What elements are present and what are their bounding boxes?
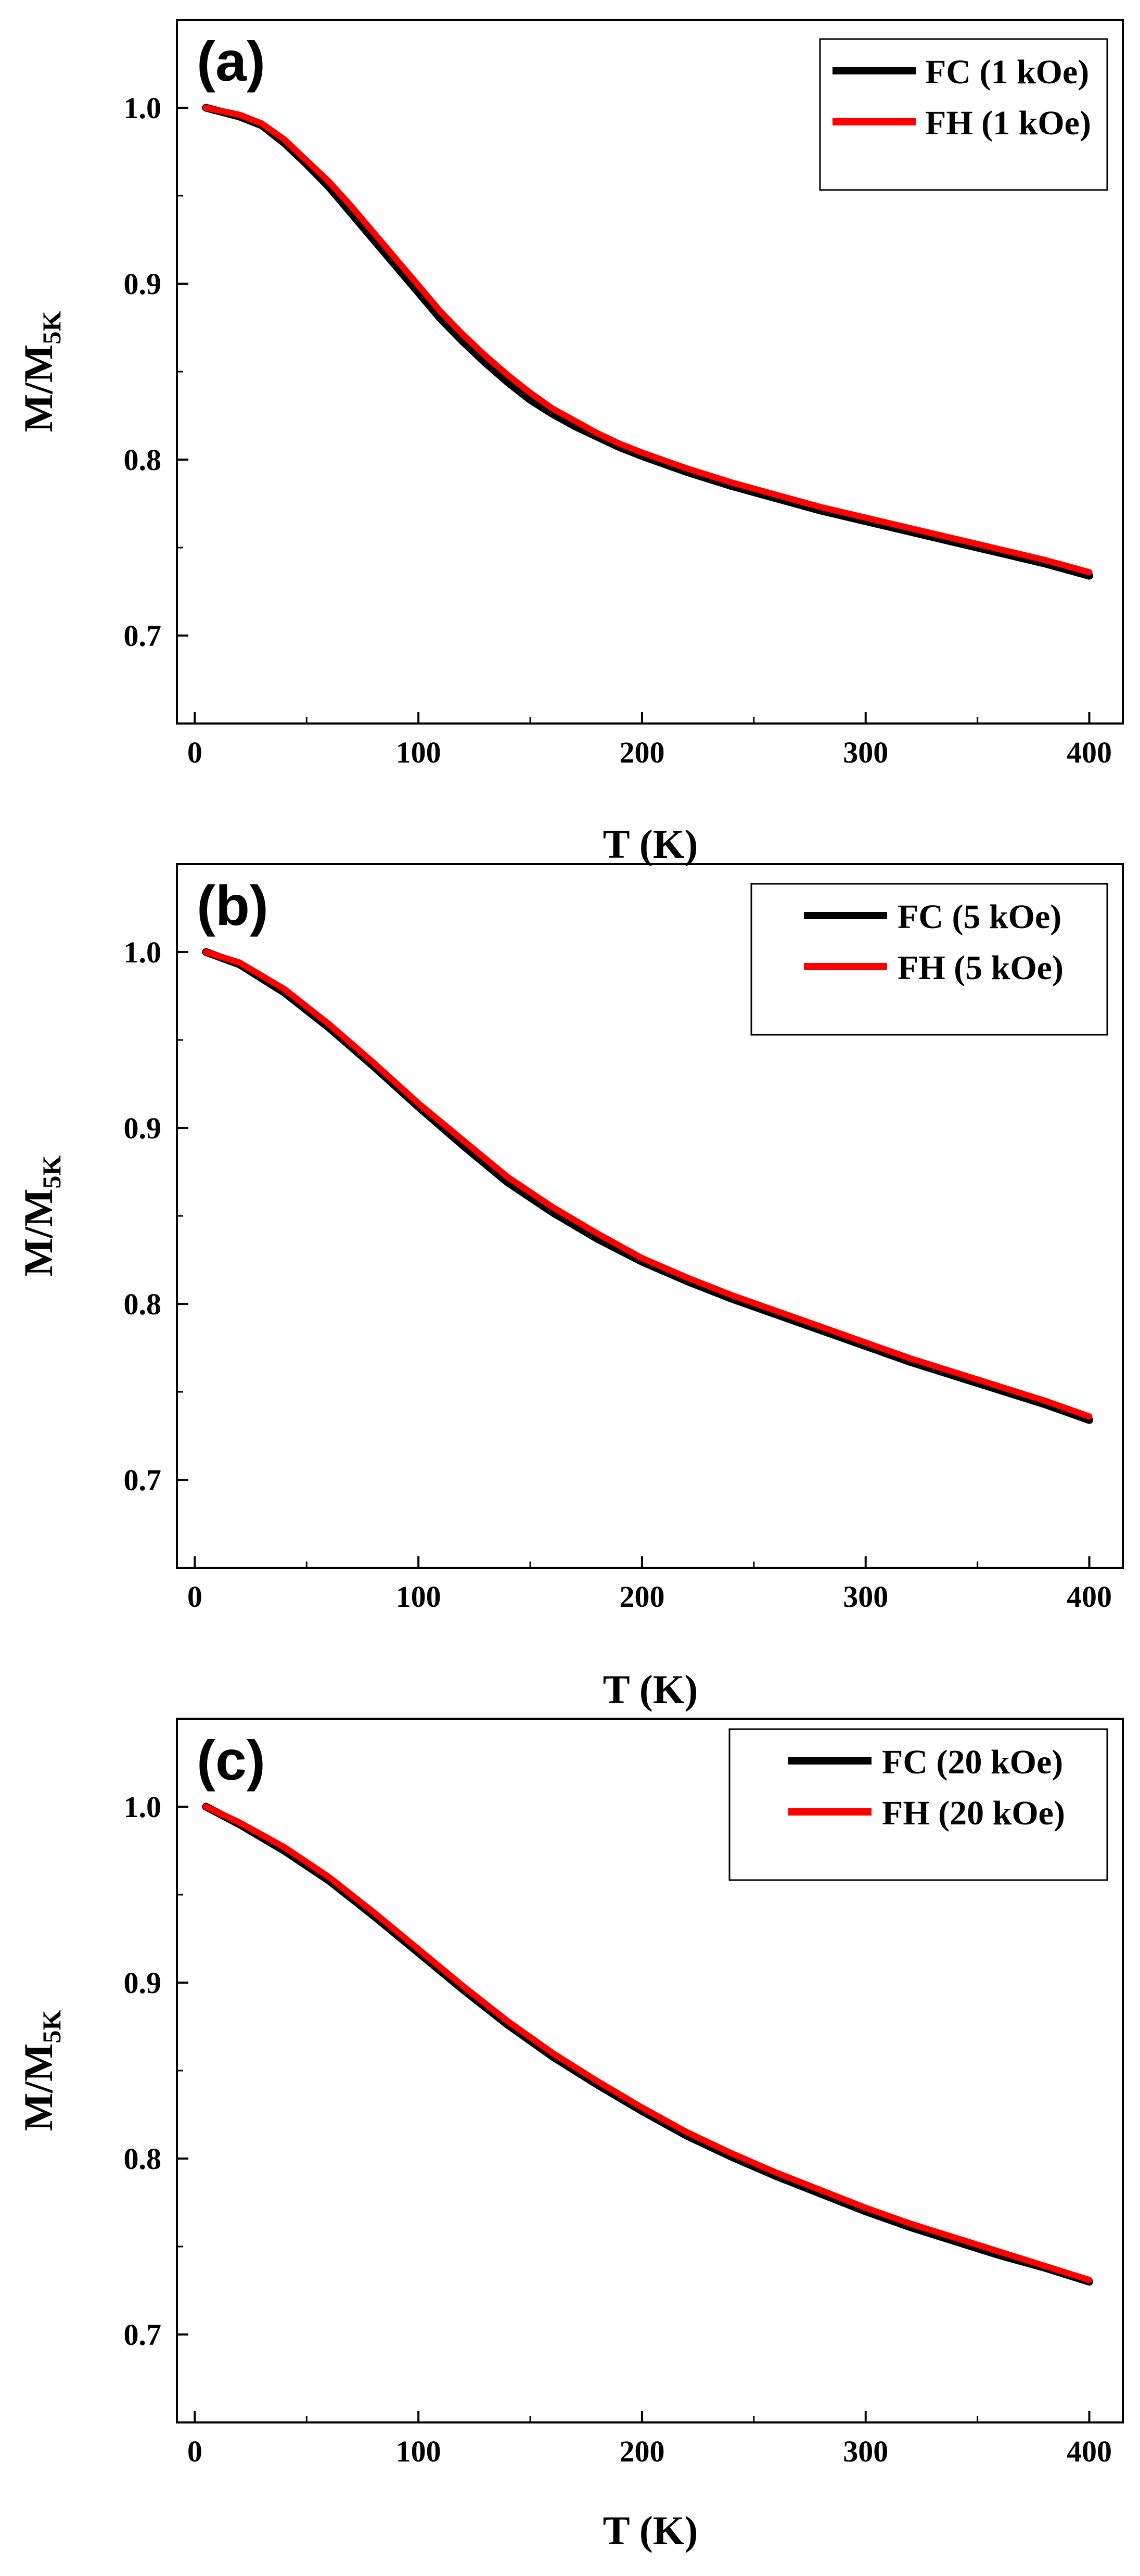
y-tick-label: 0.8: [124, 443, 162, 477]
x-ticks: 0 100 200 300 400: [187, 712, 1112, 769]
panel-label: (a): [197, 30, 265, 93]
x-tick-label: 300: [843, 735, 888, 769]
legend: FC (5 kOe) FH (5 kOe): [750, 883, 1108, 1036]
legend-label-fc: FC (1 kOe): [925, 53, 1089, 91]
y-tick-label: 0.7: [124, 1463, 162, 1497]
x-tick-label: 400: [1067, 735, 1112, 769]
x-tick-label: 200: [619, 735, 664, 769]
x-tick-label: 100: [396, 2434, 441, 2468]
panel-c: 0 100 200 300 400 0.7 0.8 0.9 1.0 (c) FC (20 kO…: [16, 1718, 1124, 2553]
y-tick-label: 0.8: [124, 2142, 162, 2176]
y-ticks: 0.7 0.8 0.9 1.0: [124, 863, 188, 1569]
legend-label-fc: FC (20 kOe): [882, 1743, 1063, 1781]
panel-label: (b): [197, 874, 268, 937]
y-tick-label: 0.7: [124, 2318, 162, 2352]
y-tick-label: 0.9: [124, 267, 162, 301]
x-ticks: 0 100 200 300 400: [187, 2411, 1112, 2468]
x-tick-label: 100: [396, 1580, 441, 1614]
legend: FC (20 kOe) FH (20 kOe): [728, 1728, 1108, 1881]
panel-a: 0 100 200 300 400 0.7 0.8 0.9 1.0 (a) FC (1 kOe…: [16, 19, 1124, 867]
series-layer: [202, 104, 1093, 580]
x-tick-label: 200: [619, 2434, 664, 2468]
y-ticks: 0.7 0.8 0.9 1.0: [124, 1718, 188, 2423]
y-tick-label: 1.0: [124, 935, 162, 969]
y-axis-label: M/M5K: [16, 2010, 66, 2131]
y-tick-label: 0.8: [124, 1287, 162, 1321]
legend-label-fc: FC (5 kOe): [898, 898, 1061, 936]
legend-box: [728, 1728, 1108, 1881]
y-tick-label: 1.0: [124, 1790, 162, 1824]
x-tick-label: 400: [1067, 2434, 1112, 2468]
series-layer: [202, 948, 1093, 1424]
series-line-fh: [202, 105, 1093, 576]
x-tick-label: 0: [187, 735, 202, 769]
y-tick-label: 0.7: [124, 619, 162, 653]
legend-label-fh: FH (20 kOe): [882, 1794, 1065, 1832]
series-line-fh: [202, 1804, 1093, 2283]
y-tick-label: 0.9: [124, 1111, 162, 1145]
x-axis-label: T (K): [603, 1667, 698, 1712]
x-tick-label: 300: [843, 1580, 888, 1614]
legend-box: [750, 883, 1108, 1036]
x-tick-label: 200: [619, 1580, 664, 1614]
legend-label-fh: FH (1 kOe): [925, 104, 1091, 142]
x-tick-label: 400: [1067, 1580, 1112, 1614]
legend-box: [819, 38, 1108, 191]
panel-b: 0 100 200 300 400 0.7 0.8 0.9 1.0 (b) FC (5 kOe…: [16, 863, 1124, 1712]
y-tick-label: 0.9: [124, 1966, 162, 2000]
y-tick-label: 1.0: [124, 91, 162, 125]
y-axis-label: M/M5K: [16, 1155, 66, 1276]
x-axis-label: T (K): [603, 2508, 698, 2553]
x-ticks: 0 100 200 300 400: [187, 1556, 1112, 1614]
panel-label: (c): [197, 1729, 265, 1792]
y-ticks: 0.7 0.8 0.9 1.0: [124, 19, 188, 725]
x-tick-label: 100: [396, 735, 441, 769]
x-axis-label: T (K): [603, 821, 698, 867]
x-tick-label: 300: [843, 2434, 888, 2468]
series-line-fc: [202, 104, 1093, 580]
x-tick-label: 0: [187, 2434, 202, 2468]
y-axis-label: M/M5K: [16, 311, 66, 432]
series-layer: [202, 1803, 1093, 2286]
legend: FC (1 kOe) FH (1 kOe): [819, 38, 1108, 191]
x-tick-label: 0: [187, 1580, 202, 1614]
legend-label-fh: FH (5 kOe): [898, 949, 1064, 987]
series-line-fh: [202, 949, 1093, 1420]
